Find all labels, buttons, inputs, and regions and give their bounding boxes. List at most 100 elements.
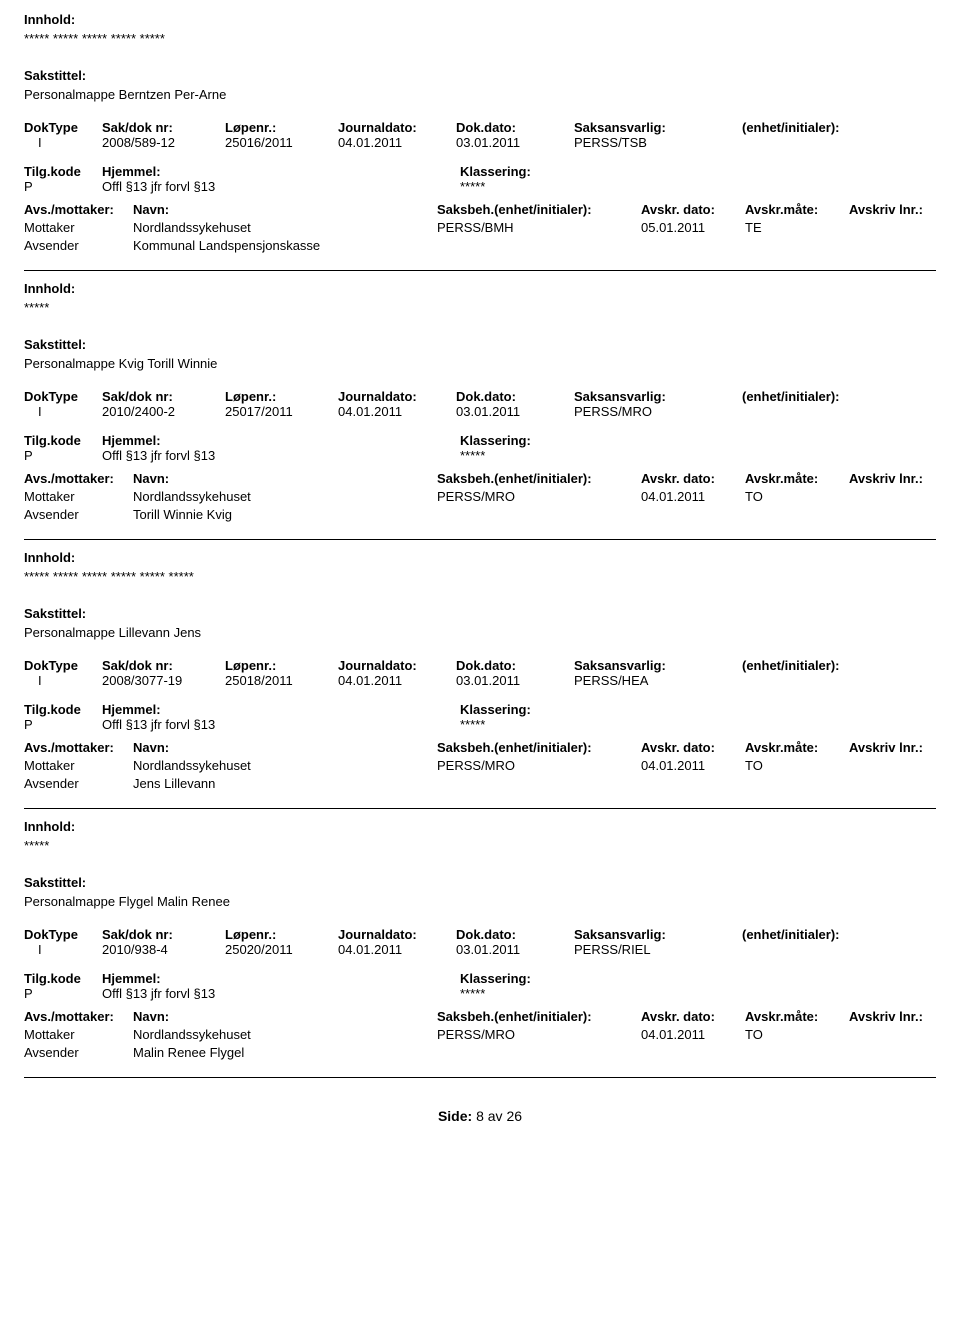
innhold-value: ***** ***** ***** ***** *****: [24, 31, 936, 46]
party-saksbeh: [437, 507, 637, 522]
doktype-value: I: [24, 673, 94, 688]
tilg-header-row: Tilg.kode Hjemmel: Klassering:: [24, 433, 936, 448]
avskrivlnr-label: Avskriv lnr.:: [849, 202, 936, 217]
tilg-value-row: P Offl §13 jfr forvl §13 *****: [24, 179, 936, 194]
sakdoknr-value: 2008/3077-19: [102, 673, 217, 688]
tilgkode-label: Tilg.kode: [24, 702, 94, 717]
party-avskrdato: 04.01.2011: [641, 1027, 741, 1042]
page-number: 8: [476, 1108, 484, 1124]
hjemmel-value: Offl §13 jfr forvl §13: [102, 986, 452, 1001]
party-role: Avsender: [24, 1045, 129, 1060]
sakdoknr-value: 2010/938-4: [102, 942, 217, 957]
klassering-label: Klassering:: [460, 164, 936, 179]
avskrmate-label: Avskr.måte:: [745, 202, 845, 217]
klassering-label: Klassering:: [460, 702, 936, 717]
lopenr-value: 25018/2011: [225, 673, 330, 688]
party-avskrdato: 04.01.2011: [641, 758, 741, 773]
record-separator: [24, 270, 936, 271]
page-footer: Side: 8 av 26: [24, 1108, 936, 1124]
party-row: Mottaker Nordlandssykehuset PERSS/MRO 04…: [24, 758, 936, 773]
detail-header-row: DokType Sak/dok nr: Løpenr.: Journaldato…: [24, 927, 936, 942]
party-avskrmate: TE: [745, 220, 845, 235]
enhet-label: (enhet/initialer):: [742, 120, 936, 135]
party-saksbeh: PERSS/MRO: [437, 758, 637, 773]
party-avskrdato: 04.01.2011: [641, 489, 741, 504]
party-saksbeh: PERSS/MRO: [437, 489, 637, 504]
doktype-value: I: [24, 135, 94, 150]
avskrivlnr-label: Avskriv lnr.:: [849, 1009, 936, 1024]
enhet-label: (enhet/initialer):: [742, 658, 936, 673]
avsmottaker-label: Avs./mottaker:: [24, 740, 129, 755]
avs-header-row: Avs./mottaker: Navn: Saksbeh.(enhet/init…: [24, 202, 936, 217]
tilgkode-label: Tilg.kode: [24, 971, 94, 986]
klassering-value: *****: [460, 986, 936, 1001]
tilgkode-label: Tilg.kode: [24, 433, 94, 448]
party-role: Mottaker: [24, 758, 129, 773]
avskrmate-label: Avskr.måte:: [745, 471, 845, 486]
tilgkode-value: P: [24, 717, 94, 732]
dokdato-value: 03.01.2011: [456, 404, 566, 419]
sakstittel-value: Personalmappe Berntzen Per-Arne: [24, 87, 936, 102]
tilgkode-value: P: [24, 179, 94, 194]
party-avskrmate: [745, 507, 845, 522]
party-saksbeh: PERSS/MRO: [437, 1027, 637, 1042]
journaldato-value: 04.01.2011: [338, 404, 448, 419]
avskrdato-label: Avskr. dato:: [641, 471, 741, 486]
sakdoknr-value: 2008/589-12: [102, 135, 217, 150]
party-role: Mottaker: [24, 220, 129, 235]
sakstittel-label: Sakstittel:: [24, 337, 936, 352]
tilg-value-row: P Offl §13 jfr forvl §13 *****: [24, 986, 936, 1001]
lopenr-label: Løpenr.:: [225, 658, 330, 673]
party-role: Avsender: [24, 238, 129, 253]
hjemmel-label: Hjemmel:: [102, 433, 452, 448]
sakstittel-label: Sakstittel:: [24, 606, 936, 621]
dokdato-label: Dok.dato:: [456, 658, 566, 673]
tilg-header-row: Tilg.kode Hjemmel: Klassering:: [24, 164, 936, 179]
tilg-header-row: Tilg.kode Hjemmel: Klassering:: [24, 971, 936, 986]
saksansvarlig-label: Saksansvarlig:: [574, 389, 734, 404]
sakdoknr-label: Sak/dok nr:: [102, 120, 217, 135]
klassering-label: Klassering:: [460, 433, 936, 448]
party-name: Nordlandssykehuset: [133, 489, 433, 504]
saksansvarlig-label: Saksansvarlig:: [574, 927, 734, 942]
records-container: Innhold: ***** ***** ***** ***** ***** S…: [24, 12, 936, 1078]
hjemmel-value: Offl §13 jfr forvl §13: [102, 448, 452, 463]
dokdato-value: 03.01.2011: [456, 135, 566, 150]
av-label: av: [488, 1108, 503, 1124]
dokdato-label: Dok.dato:: [456, 389, 566, 404]
doktype-label: DokType: [24, 120, 94, 135]
avskrmate-label: Avskr.måte:: [745, 1009, 845, 1024]
enhet-label: (enhet/initialer):: [742, 927, 936, 942]
dokdato-value: 03.01.2011: [456, 942, 566, 957]
detail-value-row: I 2008/3077-19 25018/2011 04.01.2011 03.…: [24, 673, 936, 688]
innhold-label: Innhold:: [24, 550, 936, 565]
saksbeh-label: Saksbeh.(enhet/initialer):: [437, 1009, 637, 1024]
party-row: Avsender Malin Renee Flygel: [24, 1045, 936, 1060]
navn-label: Navn:: [133, 740, 433, 755]
innhold-label: Innhold:: [24, 819, 936, 834]
klassering-value: *****: [460, 448, 936, 463]
avskrdato-label: Avskr. dato:: [641, 202, 741, 217]
party-avskrdato: [641, 1045, 741, 1060]
journal-record: Innhold: ***** ***** ***** ***** ***** *…: [24, 550, 936, 809]
dokdato-value: 03.01.2011: [456, 673, 566, 688]
journaldato-label: Journaldato:: [338, 120, 448, 135]
avs-header-row: Avs./mottaker: Navn: Saksbeh.(enhet/init…: [24, 740, 936, 755]
party-row: Mottaker Nordlandssykehuset PERSS/BMH 05…: [24, 220, 936, 235]
saksansvarlig-value: PERSS/RIEL: [574, 942, 734, 957]
avskrivlnr-label: Avskriv lnr.:: [849, 740, 936, 755]
sakstittel-label: Sakstittel:: [24, 875, 936, 890]
doktype-label: DokType: [24, 389, 94, 404]
journaldato-label: Journaldato:: [338, 658, 448, 673]
party-row: Avsender Kommunal Landspensjonskasse: [24, 238, 936, 253]
party-role: Mottaker: [24, 489, 129, 504]
party-name: Nordlandssykehuset: [133, 1027, 433, 1042]
party-avskrmate: [745, 776, 845, 791]
party-avskrmate: TO: [745, 1027, 845, 1042]
klassering-label: Klassering:: [460, 971, 936, 986]
saksansvarlig-value: PERSS/TSB: [574, 135, 734, 150]
party-name: Nordlandssykehuset: [133, 758, 433, 773]
saksansvarlig-label: Saksansvarlig:: [574, 658, 734, 673]
party-avskrdato: [641, 507, 741, 522]
party-saksbeh: [437, 1045, 637, 1060]
